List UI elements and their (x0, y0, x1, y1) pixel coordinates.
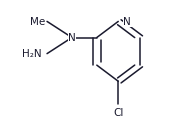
Text: N: N (123, 17, 131, 27)
Text: H₂N: H₂N (22, 49, 42, 59)
Text: Me: Me (30, 17, 45, 27)
Text: N: N (68, 33, 76, 42)
Text: Cl: Cl (113, 108, 124, 118)
